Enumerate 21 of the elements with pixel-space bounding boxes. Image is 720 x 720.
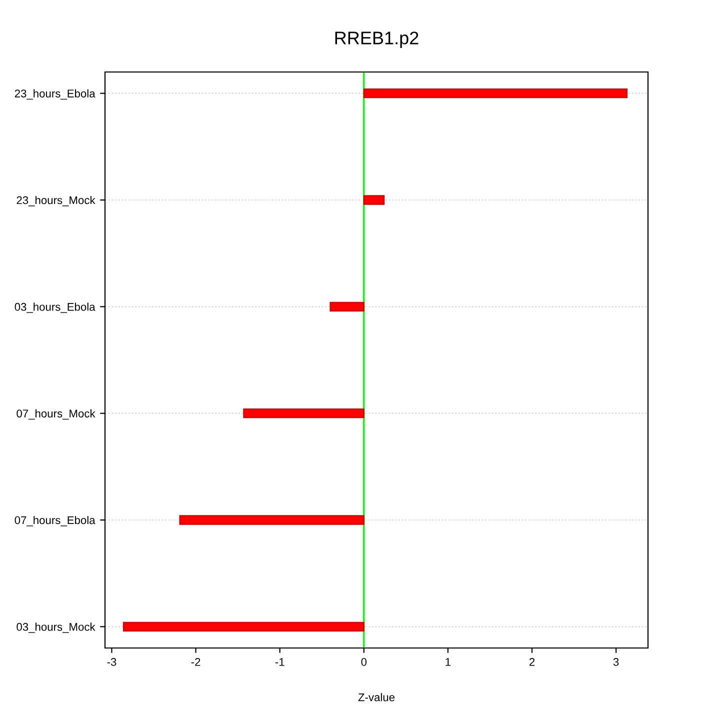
- x-tick-label: 3: [613, 658, 619, 666]
- x-axis-title: Z-value: [358, 693, 395, 702]
- bar: [122, 622, 364, 632]
- y-tick-label: 07_hours_Mock: [16, 409, 96, 420]
- x-tick-label: -3: [107, 658, 116, 666]
- y-tick-label: 07_hours_Ebola: [14, 516, 96, 526]
- x-tick-label: 0: [361, 658, 367, 666]
- y-tick-label: 23_hours_Mock: [16, 196, 96, 206]
- bar: [363, 195, 385, 205]
- x-tick-label: 2: [529, 658, 535, 666]
- x-tick-label: 1: [446, 658, 450, 666]
- x-tick-label: -1: [275, 658, 284, 666]
- y-tick-label: 03_hours_Mock: [16, 622, 96, 633]
- bar: [330, 302, 364, 312]
- y-tick-label: 03_hours_Ebola: [14, 302, 96, 313]
- y-tick-label: 23_hours_Ebola: [14, 89, 96, 100]
- x-tick-label: -2: [191, 658, 200, 666]
- bar: [363, 88, 628, 98]
- bar: [243, 408, 364, 418]
- chart-title: RREB1.p2: [335, 32, 418, 48]
- bar: [179, 515, 364, 525]
